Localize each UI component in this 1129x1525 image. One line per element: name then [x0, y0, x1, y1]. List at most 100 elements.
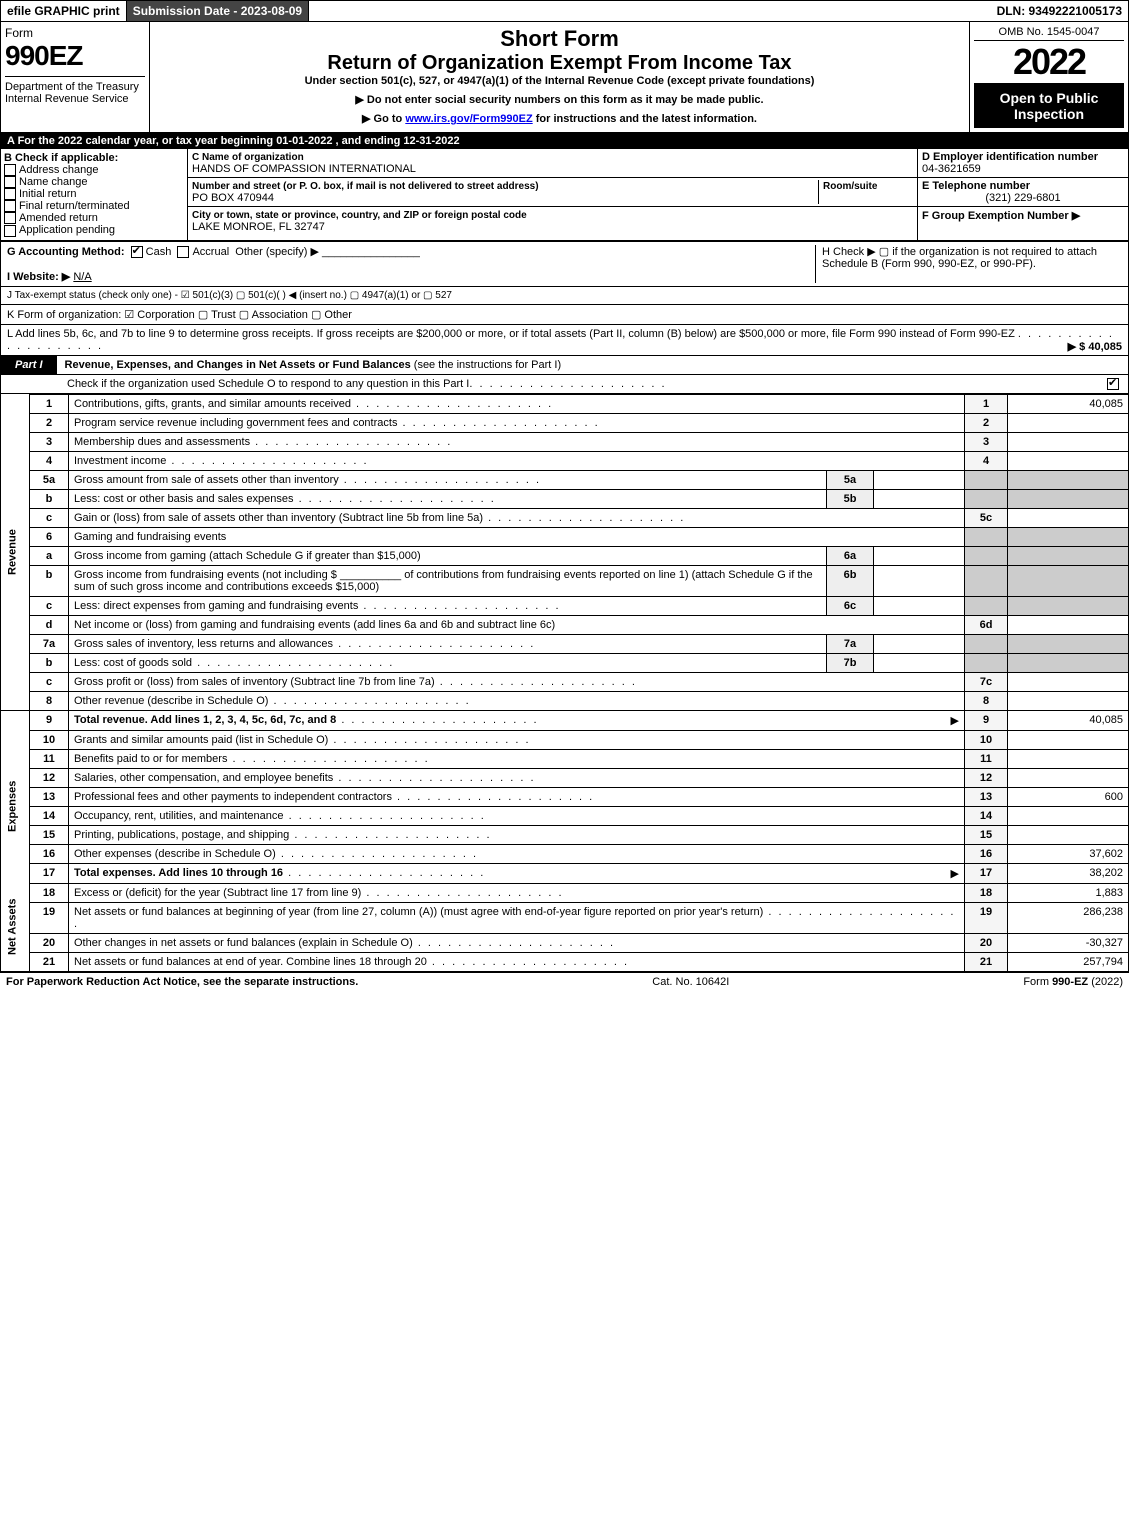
n-15: 15 [965, 825, 1008, 844]
sv-5a [874, 470, 965, 489]
sv-6c [874, 596, 965, 615]
j-line: J Tax-exempt status (check only one) - ☑… [0, 287, 1129, 305]
return-title: Return of Organization Exempt From Incom… [154, 52, 965, 75]
arrow2-pre: ▶ Go to [362, 113, 405, 125]
n-3: 3 [965, 432, 1008, 451]
cb-final [4, 200, 16, 212]
ln-6: 6 [30, 527, 69, 546]
col-def: D Employer identification number 04-3621… [917, 149, 1128, 240]
topbar-spacer [309, 1, 990, 21]
6b-pre: Gross income from fundraising events (no… [74, 569, 337, 581]
ln-10: 10 [30, 730, 69, 749]
t-14: Occupancy, rent, utilities, and maintena… [74, 810, 486, 822]
d-9 [336, 714, 538, 726]
n-18: 18 [965, 883, 1008, 902]
room-label: Room/suite [823, 181, 877, 192]
t-10: Grants and similar amounts paid (list in… [74, 734, 531, 746]
t-3: Membership dues and assessments [74, 436, 452, 448]
n-1: 1 [965, 394, 1008, 413]
l-block: L Add lines 5b, 6c, and 7b to line 9 to … [0, 325, 1129, 356]
irs-link[interactable]: www.irs.gov/Form990EZ [405, 113, 532, 125]
t-9: Total revenue. Add lines 1, 2, 3, 4, 5c,… [74, 714, 336, 726]
v-4 [1008, 451, 1129, 470]
s-7b: 7b [827, 653, 874, 672]
top-bar: efile GRAPHIC print Submission Date - 20… [0, 0, 1129, 22]
sv-7b [874, 653, 965, 672]
dept: Department of the Treasury [5, 76, 145, 93]
ln-2: 2 [30, 413, 69, 432]
s-5a: 5a [827, 470, 874, 489]
cb-name [4, 176, 16, 188]
ln-6b: b [30, 565, 69, 596]
lines-table: Revenue 1 Contributions, gifts, grants, … [0, 394, 1129, 972]
ln-5b: b [30, 489, 69, 508]
b-item-4: Amended return [19, 212, 98, 224]
header-right: OMB No. 1545-0047 2022 Open to Public In… [970, 22, 1128, 132]
side-revenue: Revenue [1, 394, 30, 710]
k-line: K Form of organization: ☑ Corporation ▢ … [0, 305, 1129, 325]
fr-bold: 990-EZ [1052, 976, 1088, 988]
c-name-label: C Name of organization [192, 152, 304, 163]
t-4: Investment income [74, 455, 369, 467]
n-6-sh [965, 527, 1008, 546]
t-6a: Gross income from gaming (attach Schedul… [69, 546, 827, 565]
v-5c [1008, 508, 1129, 527]
n-8: 8 [965, 691, 1008, 710]
submission-date: Submission Date - 2023-08-09 [127, 1, 309, 21]
n-5a-sh [965, 470, 1008, 489]
v-16: 37,602 [1008, 844, 1129, 863]
v-5a-sh [1008, 470, 1129, 489]
t-19: Net assets or fund balances at beginning… [74, 906, 955, 930]
n-7b-sh [965, 653, 1008, 672]
ln-16: 16 [30, 844, 69, 863]
goto-arrow: ▶ Go to www.irs.gov/Form990EZ for instru… [154, 112, 965, 125]
part1-bar: Part I Revenue, Expenses, and Changes in… [0, 356, 1129, 375]
ln-7b: b [30, 653, 69, 672]
ln-4: 4 [30, 451, 69, 470]
cb-address [4, 164, 16, 176]
t-20: Other changes in net assets or fund bala… [74, 937, 615, 949]
t-7c: Gross profit or (loss) from sales of inv… [74, 676, 637, 688]
n-21: 21 [965, 952, 1008, 971]
n-6c-sh [965, 596, 1008, 615]
v-9: 40,085 [1008, 710, 1129, 730]
n-20: 20 [965, 933, 1008, 952]
s-7a: 7a [827, 634, 874, 653]
g-accrual: Accrual [192, 246, 229, 258]
short-form-title: Short Form [154, 26, 965, 52]
n-6d: 6d [965, 615, 1008, 634]
cb-cash [131, 246, 143, 258]
n-19: 19 [965, 902, 1008, 933]
b-item-1: Name change [19, 176, 88, 188]
cb-initial [4, 188, 16, 200]
n-9: 9 [965, 710, 1008, 730]
ln-21: 21 [30, 952, 69, 971]
ln-5a: 5a [30, 470, 69, 489]
l-text: L Add lines 5b, 6c, and 7b to line 9 to … [7, 328, 1015, 340]
v-5b-sh [1008, 489, 1129, 508]
t-7a: Gross sales of inventory, less returns a… [74, 638, 535, 650]
ln-6c: c [30, 596, 69, 615]
b-item-2: Initial return [19, 188, 76, 200]
t-17: Total expenses. Add lines 10 through 16 [74, 867, 283, 879]
t-16: Other expenses (describe in Schedule O) [74, 848, 478, 860]
s-6a: 6a [827, 546, 874, 565]
t-15: Printing, publications, postage, and shi… [74, 829, 492, 841]
ln-6d: d [30, 615, 69, 634]
ar-9: ▶ [951, 714, 959, 727]
ln-14: 14 [30, 806, 69, 825]
i-label: I Website: ▶ [7, 271, 70, 283]
n-12: 12 [965, 768, 1008, 787]
t-5a: Gross amount from sale of assets other t… [74, 474, 541, 486]
ln-8: 8 [30, 691, 69, 710]
b-item-3: Final return/terminated [19, 200, 130, 212]
n-5b-sh [965, 489, 1008, 508]
t-13: Professional fees and other payments to … [74, 791, 594, 803]
line-a: A For the 2022 calendar year, or tax yea… [0, 133, 1129, 149]
s-6c: 6c [827, 596, 874, 615]
org-name: HANDS OF COMPASSION INTERNATIONAL [192, 163, 416, 175]
g-cash: Cash [146, 246, 172, 258]
v-6b-sh [1008, 565, 1129, 596]
ln-12: 12 [30, 768, 69, 787]
g-other: Other (specify) ▶ [235, 246, 319, 258]
